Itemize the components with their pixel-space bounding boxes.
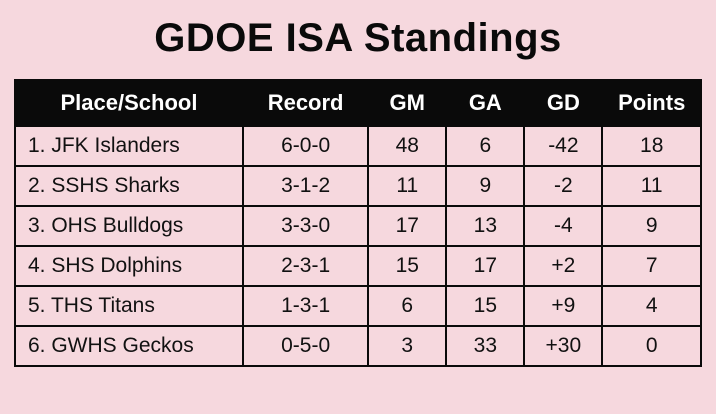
- table-row: 3. OHS Bulldogs 3-3-0 17 13 -4 9: [14, 205, 702, 247]
- cell-points: 18: [601, 125, 702, 167]
- page-title: GDOE ISA Standings: [154, 16, 562, 60]
- cell-gd: +2: [523, 245, 604, 287]
- cell-record: 1-3-1: [241, 285, 370, 327]
- header-place-school: Place/School: [14, 79, 244, 127]
- cell-record: 3-3-0: [241, 205, 370, 247]
- cell-points: 4: [601, 285, 702, 327]
- table-body: 1. JFK Islanders 6-0-0 48 6 -42 18 2. SSHS Sha…: [14, 125, 702, 367]
- cell-place-school: 4. SHS Dolphins: [14, 245, 244, 287]
- header-gm: GM: [367, 79, 448, 127]
- cell-record: 2-3-1: [241, 245, 370, 287]
- cell-gd: -42: [523, 125, 604, 167]
- cell-record: 0-5-0: [241, 325, 370, 367]
- cell-points: 7: [601, 245, 702, 287]
- cell-gd: -4: [523, 205, 604, 247]
- cell-place-school: 2. SSHS Sharks: [14, 165, 244, 207]
- cell-ga: 6: [445, 125, 526, 167]
- cell-points: 0: [601, 325, 702, 367]
- cell-place-school: 5. THS Titans: [14, 285, 244, 327]
- cell-ga: 9: [445, 165, 526, 207]
- table-row: 4. SHS Dolphins 2-3-1 15 17 +2 7: [14, 245, 702, 287]
- cell-ga: 33: [445, 325, 526, 367]
- header-points: Points: [601, 79, 702, 127]
- header-record: Record: [241, 79, 370, 127]
- cell-gd: +9: [523, 285, 604, 327]
- cell-record: 6-0-0: [241, 125, 370, 167]
- header-gd: GD: [523, 79, 604, 127]
- table-row: 5. THS Titans 1-3-1 6 15 +9 4: [14, 285, 702, 327]
- cell-place-school: 1. JFK Islanders: [14, 125, 244, 167]
- cell-points: 9: [601, 205, 702, 247]
- standings-table: Place/School Record GM GA GD Points 1. J…: [14, 79, 702, 367]
- cell-gd: -2: [523, 165, 604, 207]
- cell-points: 11: [601, 165, 702, 207]
- cell-place-school: 6. GWHS Geckos: [14, 325, 244, 367]
- cell-ga: 15: [445, 285, 526, 327]
- cell-gm: 6: [367, 285, 448, 327]
- cell-gm: 11: [367, 165, 448, 207]
- cell-ga: 17: [445, 245, 526, 287]
- table-row: 2. SSHS Sharks 3-1-2 11 9 -2 11: [14, 165, 702, 207]
- cell-ga: 13: [445, 205, 526, 247]
- header-ga: GA: [445, 79, 526, 127]
- table-row: 1. JFK Islanders 6-0-0 48 6 -42 18: [14, 125, 702, 167]
- cell-record: 3-1-2: [241, 165, 370, 207]
- cell-place-school: 3. OHS Bulldogs: [14, 205, 244, 247]
- table-row: 6. GWHS Geckos 0-5-0 3 33 +30 0: [14, 325, 702, 367]
- cell-gm: 48: [367, 125, 448, 167]
- cell-gm: 3: [367, 325, 448, 367]
- cell-gm: 17: [367, 205, 448, 247]
- cell-gm: 15: [367, 245, 448, 287]
- table-header-row: Place/School Record GM GA GD Points: [14, 79, 702, 127]
- cell-gd: +30: [523, 325, 604, 367]
